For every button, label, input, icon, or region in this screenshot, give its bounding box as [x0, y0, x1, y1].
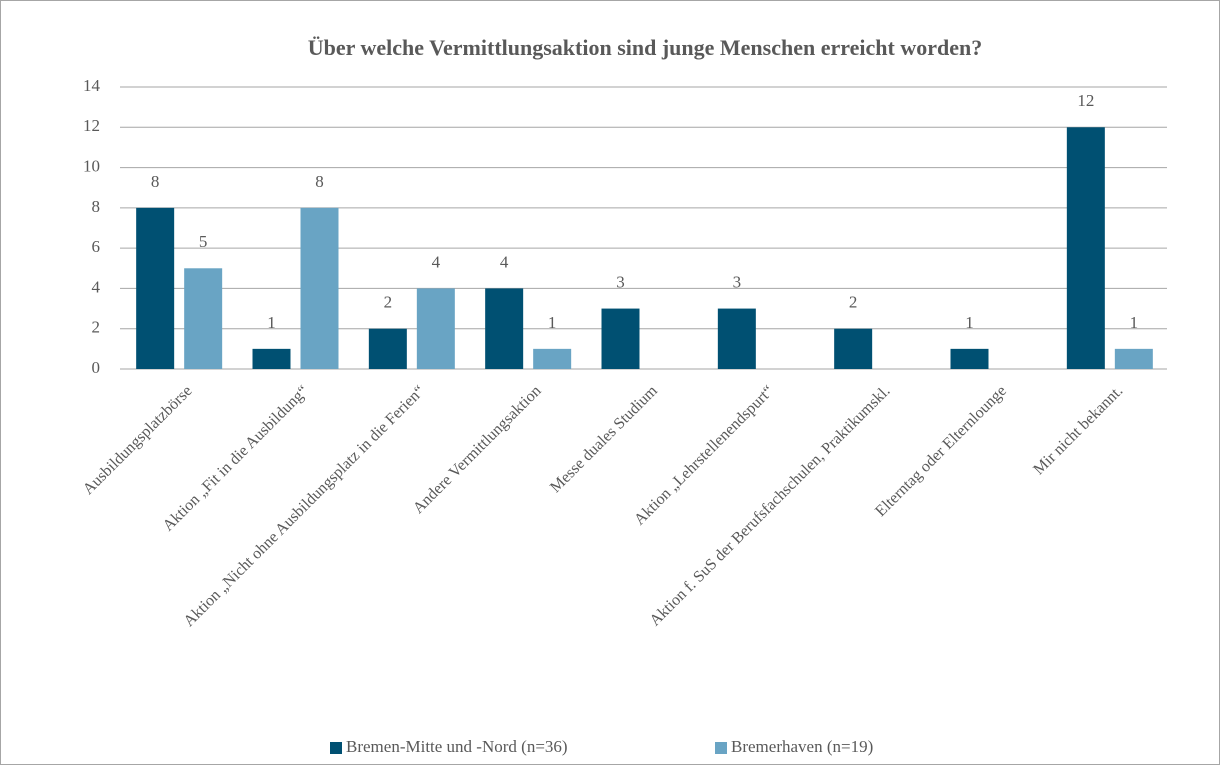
y-tick-label: 0: [92, 358, 101, 377]
y-tick-label: 10: [83, 156, 100, 175]
bar: [834, 328, 873, 369]
bar: [533, 348, 572, 369]
y-tick-label: 6: [92, 237, 101, 256]
legend-label: Bremerhaven (n=19): [731, 737, 873, 756]
chart-title: Über welche Vermittlungsaktion sind jung…: [308, 35, 982, 60]
bar: [485, 288, 524, 369]
bar: [136, 207, 175, 369]
bar: [300, 207, 339, 369]
bar: [252, 348, 291, 369]
data-label: 1: [548, 313, 557, 332]
data-label: 8: [315, 172, 324, 191]
data-label: 1: [267, 313, 276, 332]
data-label: 2: [384, 293, 393, 312]
data-label: 3: [733, 272, 742, 291]
bar: [368, 328, 407, 369]
y-tick-label: 2: [92, 318, 101, 337]
legend-label: Bremen-Mitte und -Nord (n=36): [346, 737, 568, 756]
bar: [1066, 127, 1105, 370]
data-label: 8: [151, 172, 160, 191]
bar: [601, 308, 640, 369]
bar: [184, 268, 223, 369]
legend-swatch: [330, 742, 342, 754]
bar: [1114, 348, 1153, 369]
data-label: 12: [1077, 91, 1094, 110]
data-label: 1: [965, 313, 974, 332]
data-label: 2: [849, 293, 858, 312]
y-tick-label: 4: [92, 277, 101, 296]
y-tick-label: 14: [83, 76, 101, 95]
bar: [416, 288, 455, 369]
y-tick-label: 12: [83, 116, 100, 135]
data-label: 4: [500, 252, 509, 271]
data-label: 1: [1130, 313, 1139, 332]
data-label: 3: [616, 272, 625, 291]
data-label: 5: [199, 232, 208, 251]
bar: [950, 348, 989, 369]
data-label: 4: [432, 252, 441, 271]
bar: [717, 308, 756, 369]
y-tick-label: 8: [92, 197, 101, 216]
legend-swatch: [715, 742, 727, 754]
